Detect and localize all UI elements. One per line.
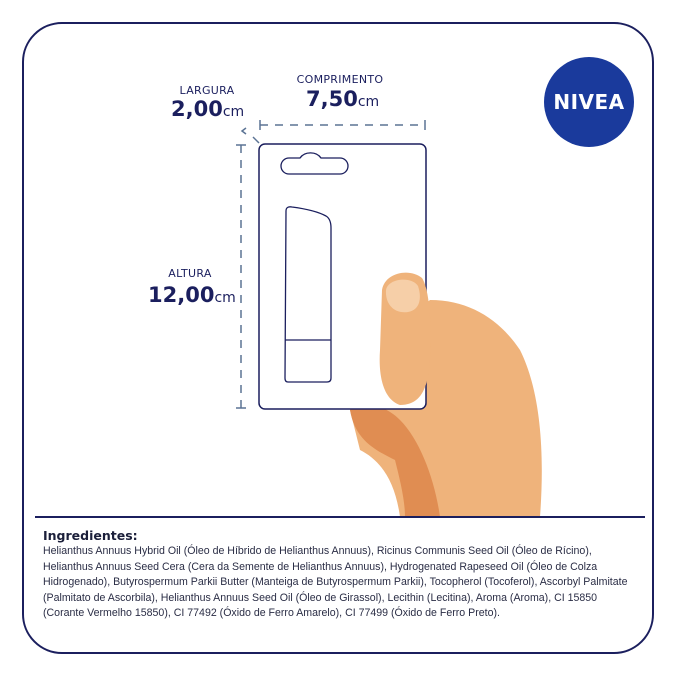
dimension-lines	[236, 120, 426, 409]
height-unit: cm	[214, 290, 236, 306]
length-number: 7,50	[306, 87, 358, 111]
length-unit: cm	[357, 94, 380, 110]
lip-balm-stick	[284, 206, 332, 383]
height-number: 12,00	[148, 283, 215, 307]
hand-shadow	[350, 404, 440, 517]
ingredients-text: Helianthus Annuus Hybrid Oil (Óleo de Hí…	[43, 545, 628, 620]
nivea-logo: NIVEA	[544, 57, 634, 147]
divider	[35, 516, 645, 518]
height-label: ALTURA	[168, 267, 212, 280]
height-value: 12,00cm	[148, 283, 236, 307]
hang-hole	[280, 152, 349, 175]
width-label: LARGURA	[179, 84, 235, 97]
image-frame	[22, 22, 654, 654]
thumbnail	[385, 279, 420, 313]
width-value: 2,00cm	[171, 97, 244, 121]
ingredients-title: Ingredientes:	[43, 528, 138, 543]
length-value: 7,50cm	[306, 87, 379, 111]
length-label: COMPRIMENTO	[296, 73, 384, 86]
width-unit: cm	[222, 104, 245, 120]
width-dimension-mark	[240, 127, 247, 135]
width-number: 2,00	[171, 97, 223, 121]
